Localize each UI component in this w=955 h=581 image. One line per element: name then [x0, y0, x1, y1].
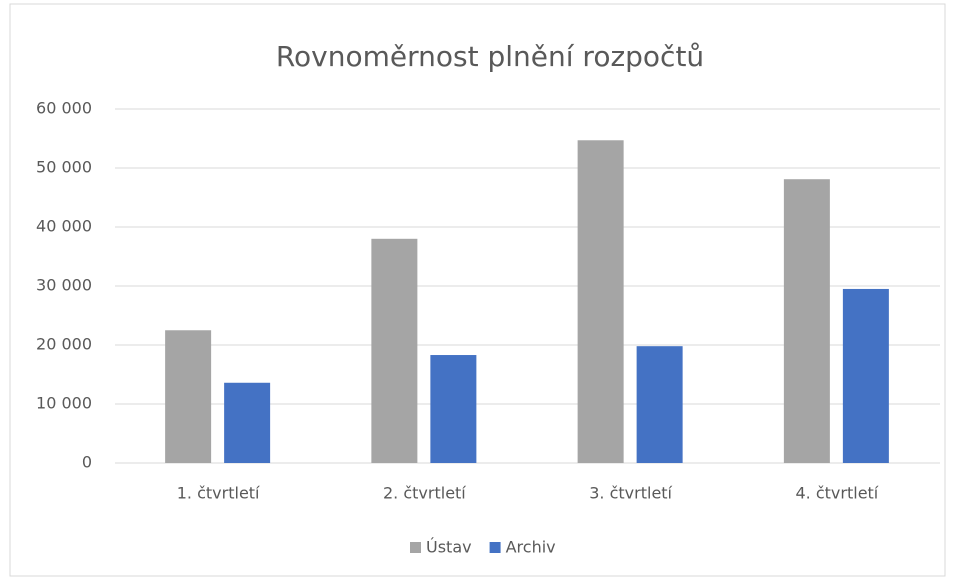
bar — [224, 382, 271, 463]
y-tick-label: 0 — [82, 453, 92, 472]
y-tick-label: 30 000 — [36, 276, 92, 295]
bar — [165, 330, 212, 463]
x-tick-label: 2. čtvrtletí — [383, 484, 466, 503]
bar — [842, 288, 889, 463]
x-tick-label: 3. čtvrtletí — [589, 484, 672, 503]
legend-label: Archiv — [506, 538, 556, 557]
legend-label: Ústav — [426, 538, 472, 557]
y-tick-label: 50 000 — [36, 158, 92, 177]
y-tick-label: 60 000 — [36, 99, 92, 118]
y-tick-label: 10 000 — [36, 394, 92, 413]
legend-swatch — [489, 542, 501, 553]
bar — [430, 355, 477, 463]
bar — [636, 346, 683, 463]
bar — [371, 238, 418, 463]
y-tick-label: 20 000 — [36, 335, 92, 354]
chart-title: Rovnoměrnost plnění rozpočtů — [276, 40, 704, 73]
x-tick-label: 4. čtvrtletí — [796, 484, 879, 503]
y-tick-label: 40 000 — [36, 217, 92, 236]
bar — [783, 179, 830, 463]
legend-swatch — [410, 542, 421, 553]
x-tick-label: 1. čtvrtletí — [177, 484, 260, 503]
bar — [577, 140, 624, 463]
